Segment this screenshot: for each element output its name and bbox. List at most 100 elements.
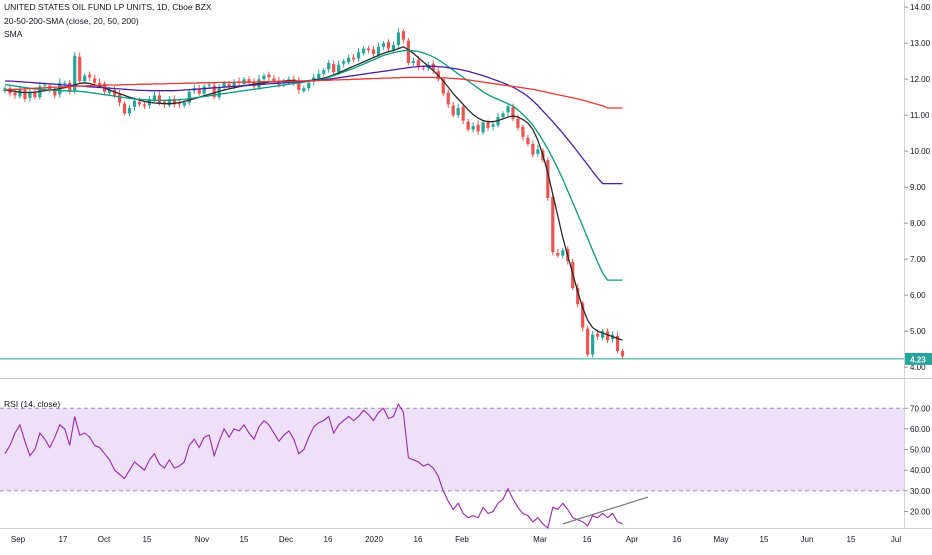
candle-body xyxy=(53,90,57,96)
candle-body xyxy=(366,48,371,51)
time-axis-label: 15 xyxy=(847,535,856,544)
time-axis-label: Feb xyxy=(455,535,469,544)
candle-body xyxy=(342,61,346,64)
time-axis-label: 16 xyxy=(324,535,333,544)
candle-body xyxy=(327,63,331,70)
candle-body xyxy=(396,32,401,45)
candle-body xyxy=(43,84,47,86)
candle-body xyxy=(381,43,386,47)
candle-body xyxy=(406,40,410,63)
rsi-tick-label: 60.00 xyxy=(910,425,931,434)
rsi-tick-label: 30.00 xyxy=(910,487,931,496)
candle-body xyxy=(511,107,515,119)
candle-body xyxy=(272,78,276,81)
candle-body xyxy=(486,122,490,128)
candle-body xyxy=(152,95,156,101)
candle-body xyxy=(247,79,251,83)
price-tick-label: 13.00 xyxy=(910,39,931,48)
rsi-line xyxy=(4,402,623,529)
candle-body xyxy=(232,82,236,87)
candle-body xyxy=(177,103,181,105)
candle-body xyxy=(98,82,102,85)
time-axis-label: 16 xyxy=(583,535,592,544)
last-price-badge xyxy=(905,352,932,365)
candle-body xyxy=(137,101,142,105)
price-tick-label: 11.00 xyxy=(910,111,930,120)
candle-body xyxy=(297,81,301,90)
candle-body xyxy=(601,331,605,338)
rsi-band xyxy=(0,408,904,491)
candle-body xyxy=(132,100,137,107)
candle-body xyxy=(142,104,147,107)
candle-body xyxy=(18,90,22,97)
candle-body xyxy=(127,108,132,114)
candle-body xyxy=(386,42,391,49)
candle-body xyxy=(222,82,226,88)
candle-body xyxy=(451,105,455,116)
rsi-trendline xyxy=(562,496,649,525)
candle-body xyxy=(446,92,450,105)
legend-rsi: RSI (14, close) xyxy=(4,399,61,409)
sma-200-line xyxy=(4,76,623,109)
candle-body xyxy=(581,303,585,328)
candle-body xyxy=(317,73,321,79)
candle-body xyxy=(481,122,485,133)
candle-body xyxy=(371,49,376,54)
legend-sma-study: 20-50-200-SMA (close, 20, 50, 200) xyxy=(4,16,139,26)
price-tick-label: 6.00 xyxy=(910,291,926,300)
candle-body xyxy=(93,78,97,83)
legend-sma-short: SMA xyxy=(4,29,23,39)
candle-body xyxy=(456,108,460,116)
candle-body xyxy=(267,74,271,78)
candle-body xyxy=(596,333,600,337)
time-axis-label: 15 xyxy=(240,535,249,544)
time-axis-label: 15 xyxy=(143,535,152,544)
rsi-tick-label: 50.00 xyxy=(910,446,931,455)
candle-body xyxy=(88,74,92,78)
candle-body xyxy=(167,99,171,106)
price-tick-label: 8.00 xyxy=(910,219,926,228)
time-axis-label: 2020 xyxy=(365,535,383,544)
candle-body xyxy=(207,84,211,86)
price-tick-label: 4.00 xyxy=(910,363,926,372)
candle-body xyxy=(376,46,381,56)
candle-body xyxy=(202,86,206,94)
time-axis-label: Dec xyxy=(279,535,293,544)
price-tick-label: 12.00 xyxy=(910,75,931,84)
candle-body xyxy=(122,103,127,114)
time-axis-label: 15 xyxy=(760,535,769,544)
candle-body xyxy=(337,64,341,72)
time-axis-label: Mar xyxy=(533,535,547,544)
candle-body xyxy=(68,82,72,92)
candle-body xyxy=(117,94,122,103)
candle-body xyxy=(461,106,465,121)
time-axis-label: 16 xyxy=(673,535,682,544)
time-axis-label: Nov xyxy=(195,535,209,544)
candle-body xyxy=(172,99,176,105)
candle-body xyxy=(605,331,610,341)
candle-body xyxy=(182,102,186,106)
price-tick-label: 7.00 xyxy=(910,255,926,264)
candle-body xyxy=(586,328,590,355)
candle-body xyxy=(212,85,216,98)
candle-body xyxy=(262,75,266,80)
candle-body xyxy=(361,48,366,54)
candle-body xyxy=(551,196,555,252)
candle-body xyxy=(516,118,520,128)
candle-body xyxy=(107,90,112,93)
candle-body xyxy=(591,334,595,355)
last-price-badge-label: 4.23 xyxy=(910,355,926,364)
candle-body xyxy=(332,64,336,72)
candle-body xyxy=(421,67,425,69)
time-axis-label: May xyxy=(713,535,728,544)
legend-symbol: UNITED STATES OIL FUND LP UNITS, 1D, Cbo… xyxy=(4,2,212,12)
candle-body xyxy=(73,55,77,91)
price-tick-label: 14.00 xyxy=(910,3,931,12)
candle-body xyxy=(217,88,221,98)
candle-body xyxy=(576,288,580,305)
candle-body xyxy=(28,91,32,98)
candle-body xyxy=(352,57,356,60)
time-axis-label: Jul xyxy=(891,535,901,544)
